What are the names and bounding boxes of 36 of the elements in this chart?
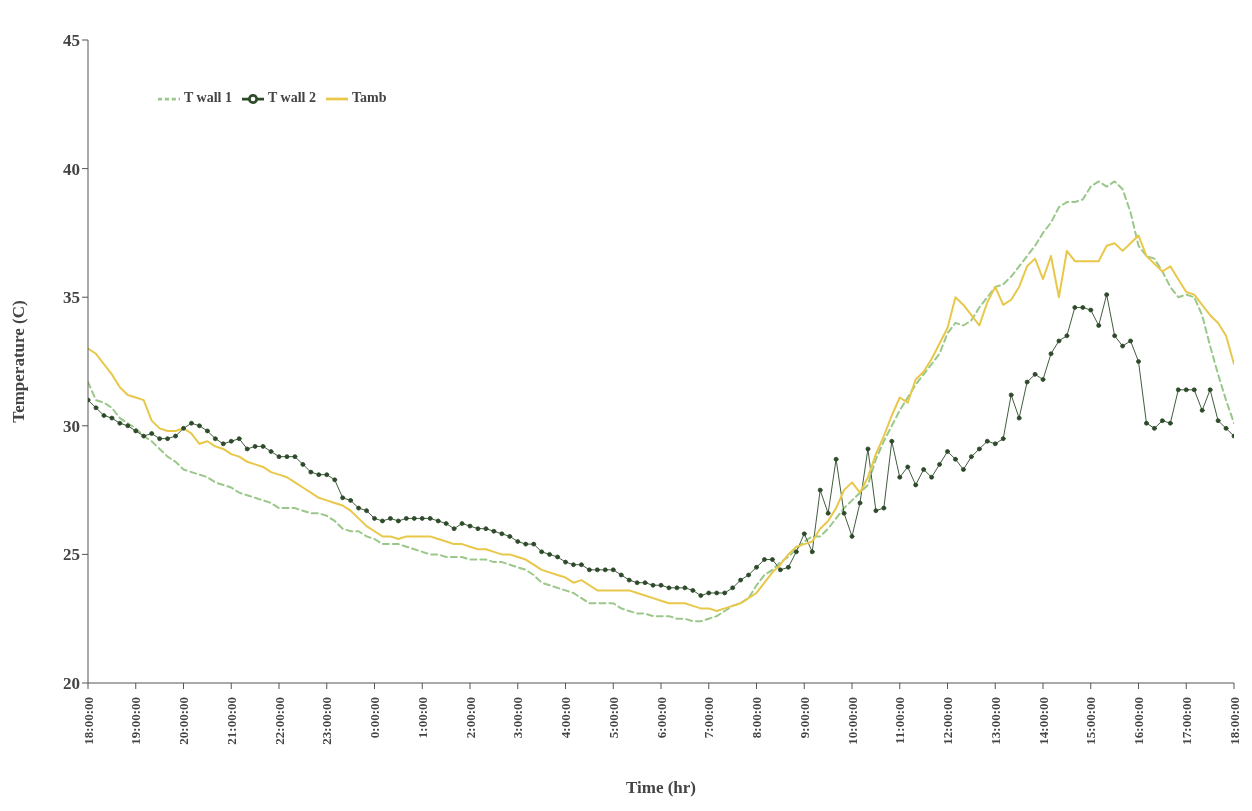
x-tick-label: 10:00:00 — [844, 697, 860, 745]
x-tick-label: 16:00:00 — [1131, 697, 1146, 745]
x-tick-label: 9:00:00 — [796, 697, 812, 739]
y-tick-label: 20 — [63, 674, 80, 694]
x-tick-label: 2:00:00 — [462, 697, 478, 739]
legend-label: T wall 2 — [267, 90, 316, 106]
y-axis-title: Temperature (C) — [9, 300, 29, 423]
x-tick-label: 1:00:00 — [414, 697, 430, 739]
y-tick-label: 40 — [63, 159, 80, 179]
legend-label: T wall 1 — [184, 90, 232, 106]
y-tick-label: 35 — [63, 288, 80, 308]
x-tick-label: 3:00:00 — [510, 697, 526, 739]
y-tick-label: 45 — [63, 31, 80, 51]
y-tick-label: 30 — [63, 416, 80, 436]
x-tick-label: 19:00:00 — [128, 697, 144, 745]
x-tick-label: 6:00:00 — [653, 697, 669, 739]
x-tick-label: 4:00:00 — [558, 697, 573, 739]
legend-label: Tamb — [351, 90, 387, 106]
x-tick-label: 18:00:00 — [80, 697, 96, 745]
x-tick-label: 17:00:00 — [1178, 697, 1194, 745]
x-tick-label: 20:00:00 — [176, 697, 191, 745]
x-tick-label: 11:00:00 — [892, 697, 908, 744]
x-tick-label: 7:00:00 — [701, 697, 717, 739]
x-tick-label: 5:00:00 — [605, 697, 621, 739]
x-tick-label: 21:00:00 — [223, 697, 239, 745]
x-tick-label: 14:00:00 — [1035, 697, 1051, 745]
x-tick-label: 13:00:00 — [987, 697, 1003, 745]
x-tick-label: 18:00:00 — [1226, 697, 1242, 745]
x-tick-label: 8:00:00 — [749, 697, 764, 739]
x-axis-title: Time (hr) — [625, 778, 697, 797]
y-tick-label: 25 — [63, 545, 80, 565]
x-tick-label: 22:00:00 — [271, 697, 287, 745]
x-tick-label: 12:00:00 — [940, 697, 955, 745]
x-tick-label: 0:00:00 — [367, 697, 382, 739]
x-tick-label: 23:00:00 — [319, 697, 335, 745]
x-tick-label: 15:00:00 — [1083, 697, 1099, 745]
